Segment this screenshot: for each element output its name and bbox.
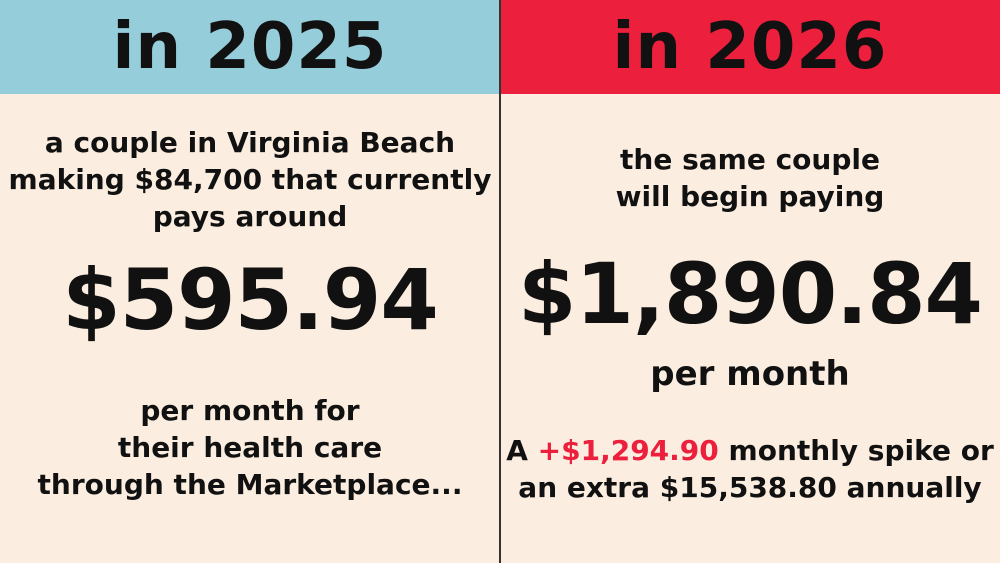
header-2026: in 2026 bbox=[500, 0, 1000, 94]
intro-line: a couple in Virginia Beach bbox=[44, 126, 456, 159]
summary-line-1: A +$1,294.90 monthly spike or bbox=[500, 432, 1000, 469]
summary-suffix: monthly spike or bbox=[718, 434, 994, 467]
outro-line: their health care bbox=[117, 431, 383, 464]
outro-line: through the Marketplace... bbox=[37, 468, 463, 501]
intro-line: the same couple bbox=[620, 143, 880, 176]
monthly-increase: +$1,294.90 bbox=[537, 434, 719, 467]
column-2025: in 2025 a couple in Virginia Beach makin… bbox=[0, 0, 500, 503]
header-2025: in 2025 bbox=[0, 0, 500, 94]
outro-2025: per month for their health care through … bbox=[0, 392, 500, 503]
summary-line-2: an extra $15,538.80 annually bbox=[518, 471, 982, 504]
summary-prefix: A bbox=[506, 434, 538, 467]
amount-2026: $1,890.84 bbox=[518, 245, 983, 343]
intro-line: will begin paying bbox=[615, 180, 885, 213]
column-2026: in 2026 the same couple will begin payin… bbox=[500, 0, 1000, 563]
outro-line: per month for bbox=[140, 394, 360, 427]
column-divider bbox=[499, 0, 501, 563]
summary-2026: A +$1,294.90 monthly spike or an extra $… bbox=[500, 432, 1000, 506]
amount-2025: $595.94 bbox=[62, 251, 439, 349]
intro-line: making $84,700 that currently bbox=[8, 163, 492, 196]
unit-2026: per month bbox=[650, 354, 850, 394]
intro-2026: the same couple will begin paying bbox=[500, 141, 1000, 215]
intro-2025: a couple in Virginia Beach making $84,70… bbox=[0, 124, 500, 235]
intro-line: pays around bbox=[152, 200, 348, 233]
